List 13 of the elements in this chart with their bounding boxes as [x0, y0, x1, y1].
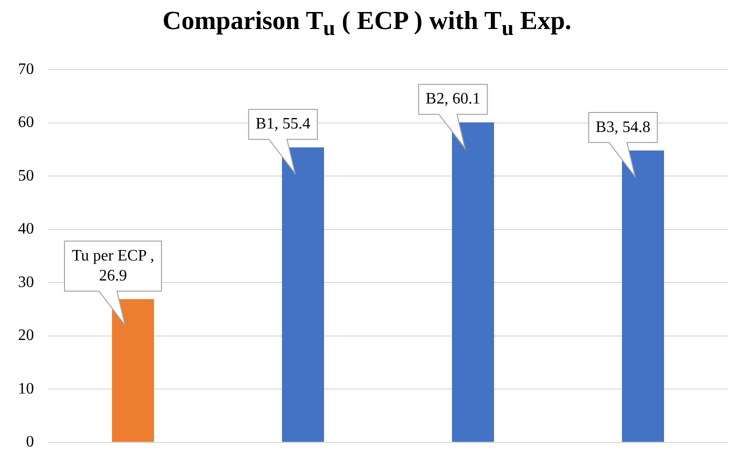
y-tick-label: 40 — [18, 220, 34, 238]
y-tick-label: 20 — [18, 327, 34, 344]
chart-title: Comparison T$_{u}$ ( ECP ) with T$_{u}$ Exp. — [162, 6, 572, 42]
data-label: Tu per ECP , 26.9 — [72, 247, 154, 284]
y-tick-label: 0 — [26, 434, 34, 451]
y-tick-label: 60 — [18, 114, 34, 132]
data-label: B3, 54.8 — [596, 118, 650, 136]
data-label: B1, 55.4 — [256, 116, 310, 133]
y-tick-label: 70 — [18, 60, 34, 78]
y-tick-label: 50 — [18, 167, 34, 184]
data-label: B2, 60.1 — [426, 90, 480, 108]
y-tick-label: 30 — [18, 274, 34, 291]
y-tick-label: 10 — [18, 380, 34, 398]
